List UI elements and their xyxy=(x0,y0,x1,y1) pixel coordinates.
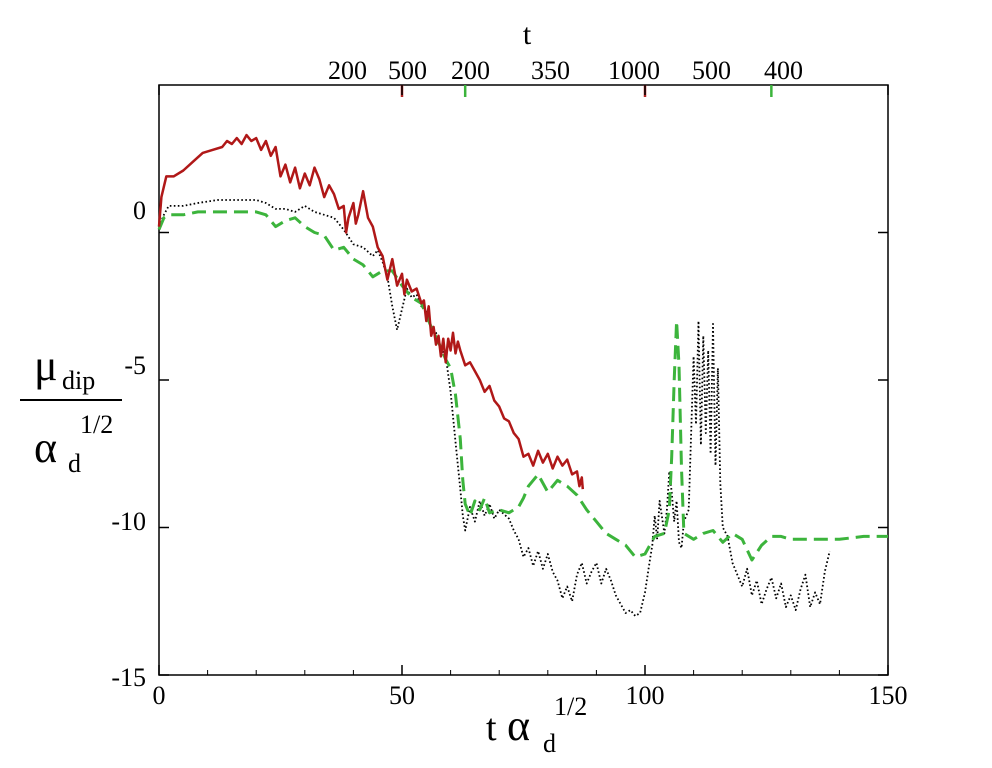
top-axis-tick-labels: 200 500 200 350 1000 500 400 xyxy=(328,56,803,85)
top-tick-label: 500 xyxy=(692,56,731,85)
y-tick-label: -5 xyxy=(124,351,146,380)
series-line-dotted xyxy=(158,199,831,617)
x-label-d: d xyxy=(543,729,556,758)
x-tick-label: 100 xyxy=(626,681,665,710)
y-axis-label: μ dip α d 1/2 xyxy=(20,341,122,478)
plot-frame xyxy=(158,84,889,676)
x-label-sup: 1/2 xyxy=(554,692,587,721)
x-axis-ticks xyxy=(158,85,889,675)
x-axis-label: t α d 1/2 xyxy=(486,692,587,758)
y-tick-label: 0 xyxy=(133,196,146,225)
y-tick-label: -10 xyxy=(111,507,146,536)
x-label-t: t xyxy=(486,707,497,749)
y-label-dip: dip xyxy=(62,366,95,395)
series-line-solid xyxy=(157,133,585,490)
y-axis-tick-labels: 0 -5 -10 -15 xyxy=(111,196,146,692)
y-label-alpha: α xyxy=(34,423,57,472)
y-label-mu: μ xyxy=(34,341,58,390)
x-tick-label: 50 xyxy=(389,681,415,710)
x-tick-label: 0 xyxy=(153,681,166,710)
y-tick-label: -15 xyxy=(111,663,146,692)
top-axis-ticks xyxy=(400,85,773,97)
y-label-sup: 1/2 xyxy=(80,410,113,439)
series-line-dashed xyxy=(157,210,888,562)
top-tick-label: 400 xyxy=(764,56,803,85)
top-axis-title: t xyxy=(523,18,532,51)
top-tick-label: 200 xyxy=(328,56,367,85)
series-layer xyxy=(157,133,888,617)
y-axis-ticks xyxy=(159,231,888,676)
x-label-alpha: α xyxy=(507,701,530,750)
top-tick-label: 1000 xyxy=(608,56,660,85)
x-tick-label: 150 xyxy=(869,681,908,710)
x-axis-tick-labels: 0 50 100 150 xyxy=(153,681,908,710)
top-tick-label: 500 xyxy=(388,56,427,85)
top-tick-label: 350 xyxy=(531,56,570,85)
y-label-d: d xyxy=(68,449,81,478)
top-tick-label: 200 xyxy=(451,56,490,85)
